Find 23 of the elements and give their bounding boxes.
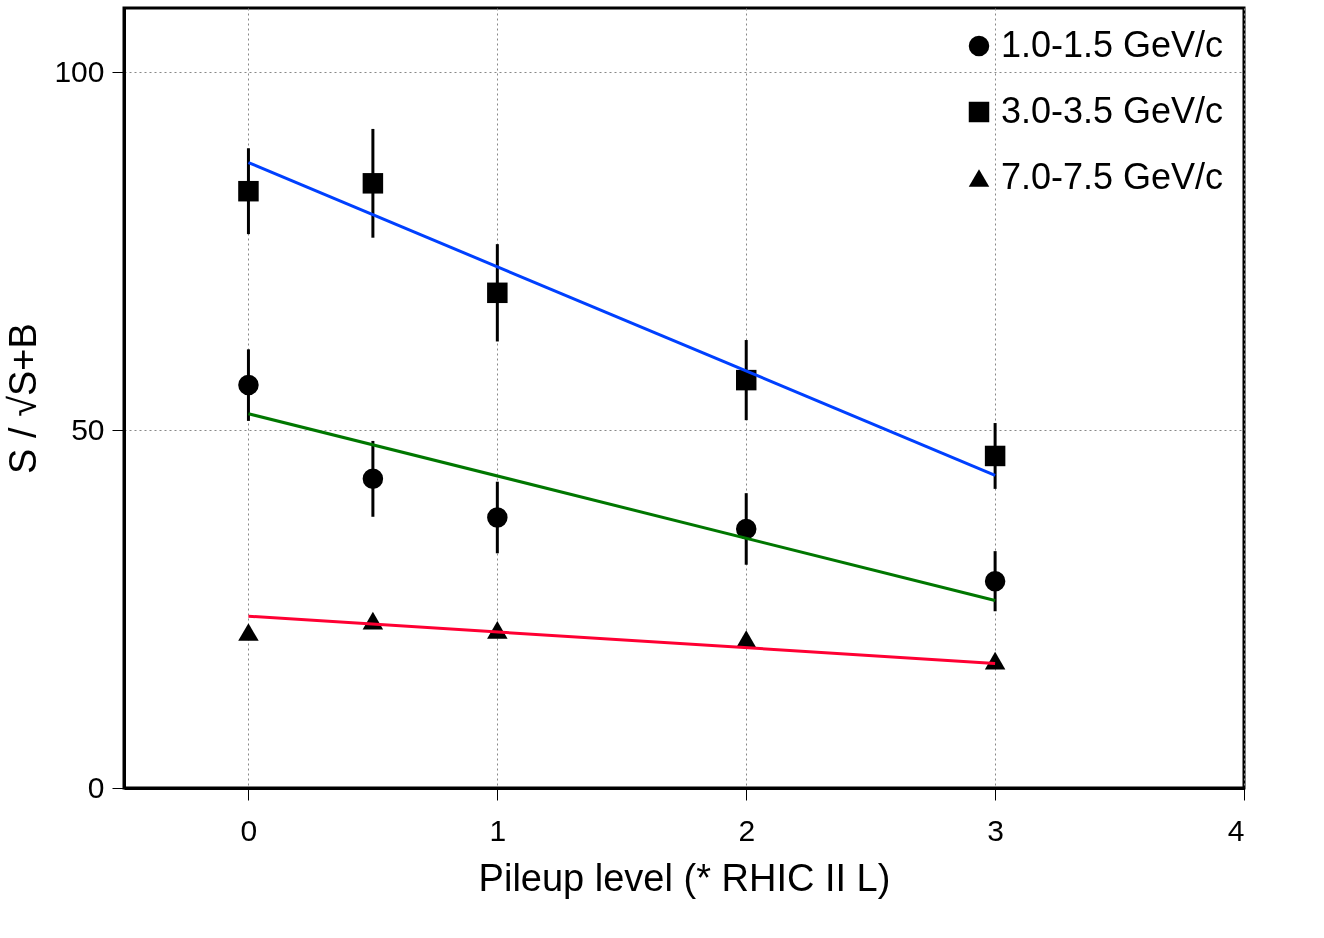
point [487,507,508,528]
legend-label: 3.0-3.5 GeV/c [1001,90,1224,131]
x-axis-title: Pileup level (* RHIC II L) [478,856,891,899]
point [487,282,508,304]
point [238,374,259,396]
x-tick-label: 0 [240,813,258,847]
point [238,180,259,202]
y-tick-label: 100 [54,54,105,88]
y-axis-title: S / √S+B [2,323,45,474]
point [362,173,384,194]
x-tick-label: 1 [489,813,507,847]
point [238,623,259,641]
point [984,445,1006,467]
x-tick-label: 4 [1227,813,1245,847]
point [735,518,757,540]
legend-label: 7.0-7.5 GeV/c [1001,156,1224,197]
point [984,570,1006,592]
y-tick-label: 50 [71,412,105,446]
point [362,468,384,490]
x-tick-label: 3 [987,813,1004,847]
y-tick-label: 0 [87,770,105,804]
legend-label: 1.0-1.5 GeV/c [1001,24,1224,65]
x-tick-label: 2 [738,813,756,847]
